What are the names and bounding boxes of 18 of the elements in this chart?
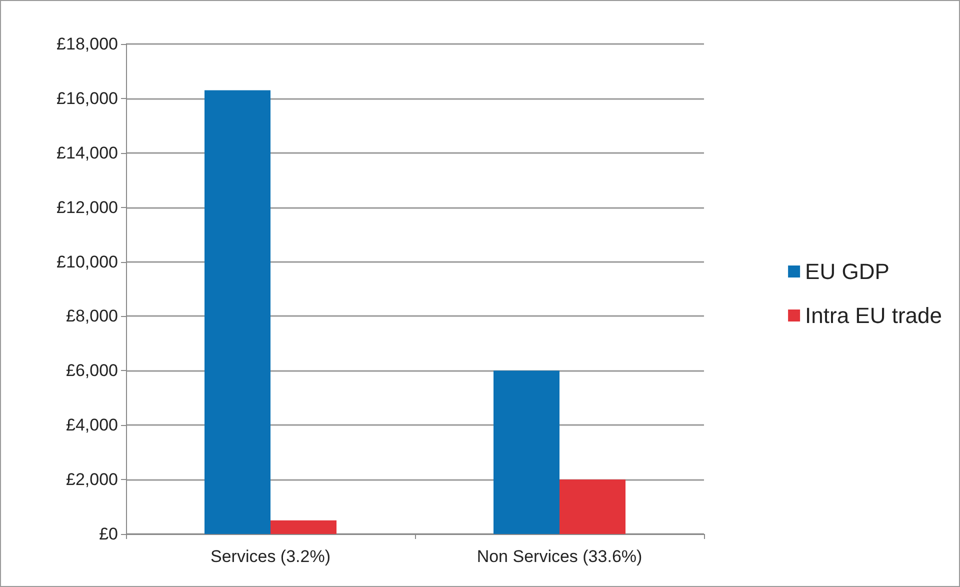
bar — [560, 480, 626, 534]
y-tick-label: £10,000 — [56, 252, 118, 272]
y-tick-label: £12,000 — [56, 198, 118, 217]
y-tick-label: £18,000 — [56, 34, 118, 54]
y-tick-label: £0 — [99, 524, 118, 544]
y-tick-label: £14,000 — [56, 143, 118, 162]
y-tick-label: £16,000 — [56, 88, 118, 108]
x-tick-label: Services (3.2%) — [210, 547, 330, 566]
y-tick-label: £8,000 — [66, 306, 118, 326]
bar — [270, 520, 336, 534]
bar — [494, 370, 560, 534]
y-tick-label: £4,000 — [66, 416, 118, 435]
y-tick-label: £2,000 — [66, 470, 118, 490]
y-tick-label: £6,000 — [66, 361, 118, 380]
legend-label: Intra EU trade — [805, 303, 942, 328]
x-tick-label: Non Services (33.6%) — [476, 547, 642, 566]
bar — [204, 90, 270, 534]
legend-label: EU GDP — [805, 259, 890, 284]
